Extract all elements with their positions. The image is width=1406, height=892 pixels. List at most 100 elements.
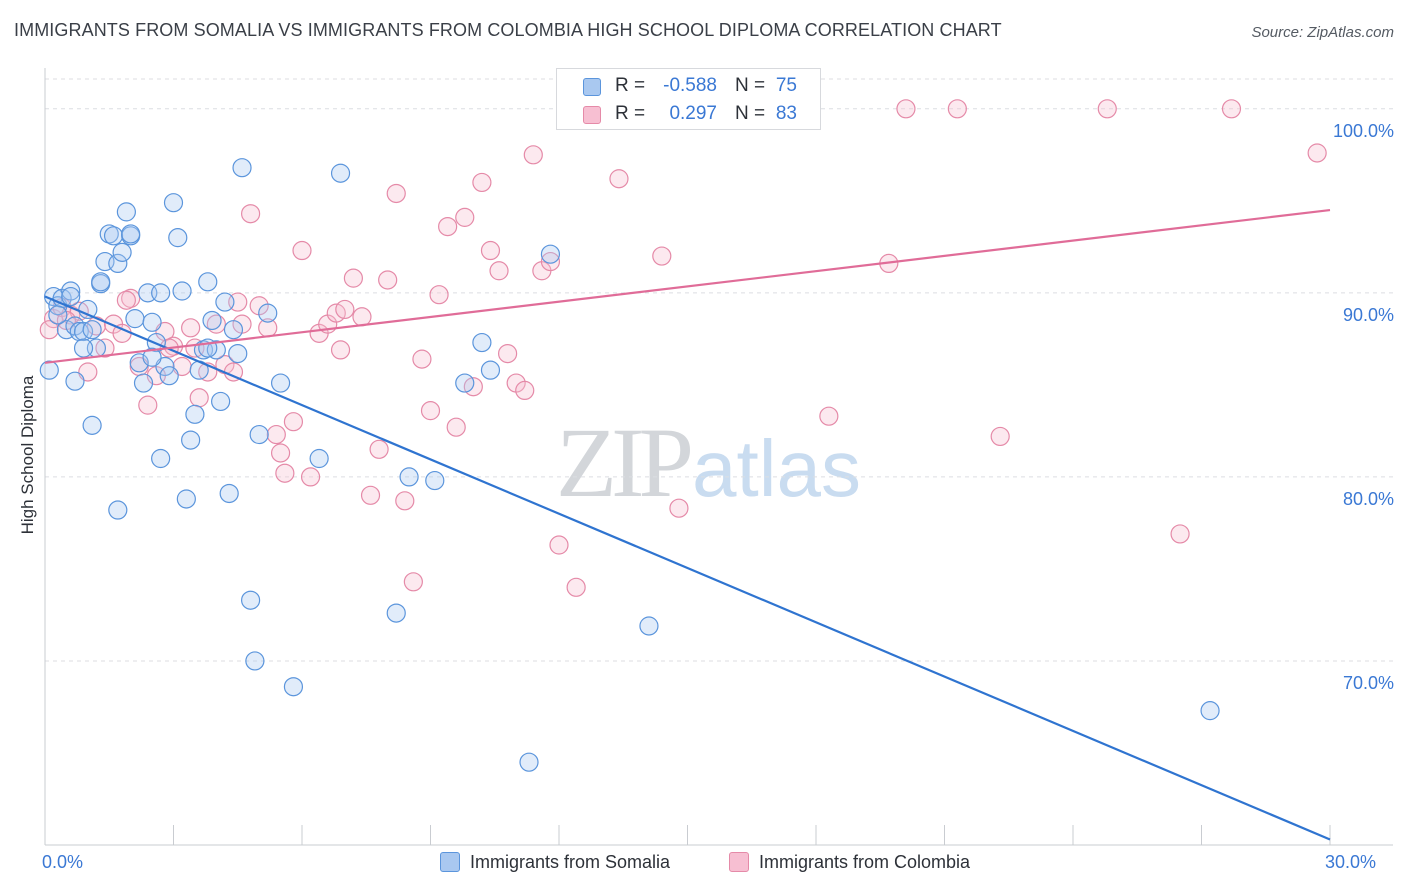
colombia-point [549, 535, 569, 555]
legend-label-somalia: Immigrants from Somalia [470, 852, 671, 872]
somalia-point [39, 360, 59, 380]
somalia-point [91, 272, 111, 292]
correlation-stats-box: R = -0.588 N = 75 R = 0.297 N = 83 [556, 68, 821, 130]
somalia-point [215, 292, 235, 312]
colombia-point [1170, 524, 1190, 544]
somalia-point [116, 202, 136, 222]
colombia-point [343, 268, 363, 288]
somalia-point [211, 391, 231, 412]
somalia-point [82, 320, 102, 340]
colombia-point [523, 145, 543, 165]
somalia-point [65, 371, 85, 391]
colombia-point [420, 401, 441, 421]
n-value: 75 [775, 75, 797, 96]
somalia-trend-line [44, 295, 1331, 841]
somalia-point [151, 283, 171, 303]
colombia-point [283, 412, 304, 432]
legend-item-colombia[interactable]: Immigrants from Colombia [729, 852, 970, 873]
colombia-point [1097, 99, 1117, 119]
r-label: R = [615, 103, 646, 124]
colombia-point [669, 498, 689, 518]
colombia-point [609, 169, 629, 189]
colombia-point [489, 261, 509, 281]
somalia-point [219, 483, 239, 504]
colombia-point [335, 299, 355, 320]
somalia-point [223, 320, 244, 340]
somalia-point [48, 305, 68, 325]
somalia-point [232, 158, 252, 178]
data-points [39, 99, 1327, 772]
somalia-point [172, 281, 192, 301]
colombia-point [446, 417, 466, 437]
somalia-point [330, 163, 351, 183]
colombia-point [270, 443, 291, 463]
somalia-point [61, 281, 81, 301]
r-label: R = [615, 75, 646, 96]
somalia-point [121, 224, 141, 244]
somalia-point [309, 448, 329, 469]
x-tick-label-min: 0.0% [42, 852, 84, 872]
somalia-point [639, 616, 659, 636]
colombia-point [947, 99, 967, 119]
colombia-point [386, 183, 406, 204]
colombia-point [352, 307, 372, 327]
somalia-point [540, 244, 561, 264]
colombia-point [1221, 99, 1242, 119]
somalia-point [108, 253, 128, 274]
colombia-point [116, 290, 136, 310]
r-value: 0.297 [669, 103, 717, 124]
colombia-point [498, 343, 518, 364]
colombia-point [566, 577, 586, 597]
somalia-point [112, 242, 132, 262]
axes [44, 68, 1393, 846]
somalia-point [399, 467, 419, 487]
y-tick-label: 90.0% [1342, 304, 1394, 325]
colombia-point [181, 318, 201, 338]
somalia-point [202, 310, 222, 331]
y-tick-label: 70.0% [1342, 672, 1394, 693]
colombia-point [189, 388, 209, 408]
colombia-legend-swatch [729, 852, 749, 872]
stats-row-somalia: R = -0.588 N = 75 [557, 73, 822, 101]
somalia-point [1200, 701, 1220, 721]
colombia-point [275, 463, 295, 483]
colombia-point [480, 240, 501, 261]
somalia-point [108, 500, 128, 520]
colombia-point [241, 204, 261, 224]
somalia-point [245, 651, 265, 671]
colombia-point [403, 572, 423, 592]
somalia-point [176, 489, 196, 509]
somalia-point [258, 303, 278, 323]
somalia-point [425, 470, 445, 491]
somalia-point [386, 603, 406, 623]
somalia-point [163, 193, 184, 213]
colombia-point [369, 439, 389, 459]
colombia-point [360, 485, 381, 505]
colombia-point [292, 240, 312, 261]
somalia-point [472, 332, 492, 353]
somalia-point [228, 343, 248, 364]
y-tick-label: 100.0% [1332, 120, 1394, 141]
somalia-legend-swatch [440, 852, 460, 872]
colombia-point [39, 320, 59, 340]
colombia-point [138, 395, 158, 415]
y-axis-label: High School Diploma [18, 375, 37, 535]
colombia-point [540, 251, 561, 272]
n-value: 83 [775, 103, 797, 124]
colombia-point [395, 491, 415, 511]
somalia-point [73, 338, 94, 358]
source-credit: Source: ZipAtlas.com [1251, 24, 1394, 41]
somalia-point [61, 286, 81, 307]
somalia-point [82, 415, 102, 435]
stats-row-colombia: R = 0.297 N = 83 [557, 101, 822, 129]
colombia-point [515, 380, 535, 401]
colombia-point [266, 424, 286, 445]
somalia-point [142, 347, 162, 367]
somalia-point [159, 366, 179, 386]
colombia-point [455, 207, 475, 227]
legend-item-somalia[interactable]: Immigrants from Somalia [440, 852, 670, 873]
trend-lines [44, 208, 1331, 841]
somalia-point [133, 373, 154, 393]
colombia-point [300, 467, 321, 487]
